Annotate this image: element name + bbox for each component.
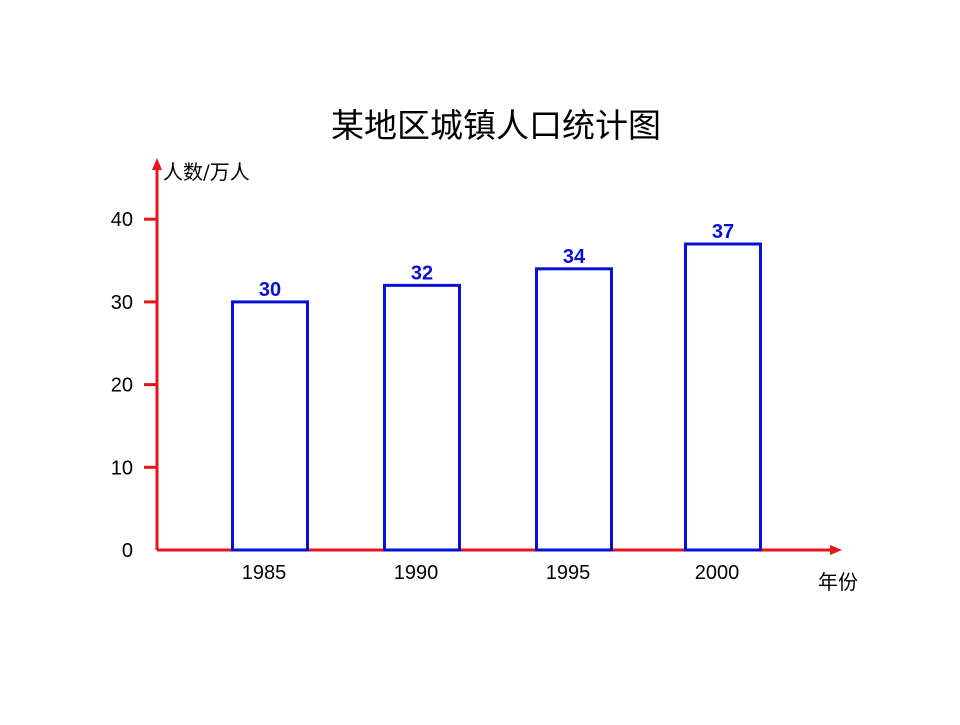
y-tick-label: 30 — [111, 292, 133, 314]
data-label: 30 — [259, 279, 281, 301]
y-tick-label: 0 — [122, 540, 133, 562]
x-tick-label: 1990 — [394, 562, 439, 584]
bars: 30 32 34 37 — [231, 221, 762, 552]
y-tick-label: 10 — [111, 457, 133, 479]
x-tick-label: 1985 — [242, 562, 287, 584]
y-tick-label: 40 — [111, 209, 133, 231]
y-ticks: 0 10 20 30 40 — [111, 209, 157, 562]
bar — [231, 300, 309, 552]
x-axis-label: 年份 — [818, 570, 858, 594]
bar — [535, 267, 613, 552]
y-tick-label: 20 — [111, 375, 133, 397]
data-label: 32 — [411, 262, 433, 284]
chart-title: 某地区城镇人口统计图 — [331, 106, 661, 145]
x-axis-arrow — [830, 545, 842, 555]
data-label: 34 — [563, 246, 586, 268]
x-tick-label: 1995 — [546, 562, 591, 584]
y-axis-label: 人数/万人 — [163, 160, 250, 184]
data-label: 37 — [712, 221, 734, 243]
x-tick-labels: 1985 1990 1995 2000 — [242, 562, 740, 584]
x-tick-label: 2000 — [695, 562, 740, 584]
bar — [684, 242, 762, 552]
bar — [383, 283, 461, 552]
y-axis-arrow — [152, 158, 162, 170]
